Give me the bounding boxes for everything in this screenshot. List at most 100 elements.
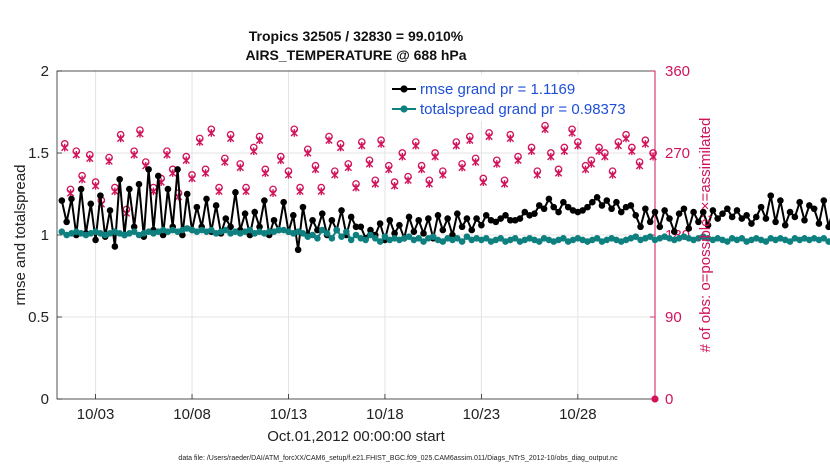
data-point: [810, 205, 818, 213]
obs-assimilated-point: [500, 180, 509, 188]
data-point: [550, 203, 558, 211]
data-point: [724, 205, 731, 213]
data-point: [714, 215, 721, 222]
data-point: [367, 226, 374, 234]
data-point: [111, 243, 119, 250]
obs-assimilated-point: [471, 158, 480, 166]
data-point: [256, 223, 263, 231]
data-point: [77, 185, 85, 193]
obs-assimilated-point: [398, 152, 406, 161]
data-point: [825, 238, 830, 245]
obs-assimilated-point: [485, 132, 493, 141]
right-tick-label: 360: [665, 63, 690, 80]
obs-assimilated-point: [72, 151, 80, 159]
data-point: [357, 223, 365, 231]
data-file-footnote: data file: /Users/raeder/DAI/ATM_forcXX/…: [178, 455, 618, 462]
obs-assimilated-point: [196, 138, 204, 146]
obs-assimilated-point: [130, 151, 138, 159]
data-point: [265, 228, 273, 236]
obs-assimilated-point: [493, 160, 501, 168]
data-point: [222, 215, 230, 222]
data-point: [656, 223, 664, 231]
series-totalspread grand pr = 0.98373: [58, 225, 830, 245]
obs-assimilated-point: [358, 141, 366, 150]
obs-assimilated-point: [404, 176, 412, 185]
obs-assimilated-point: [336, 143, 345, 152]
data-point: [815, 220, 823, 227]
data-point: [521, 208, 529, 216]
legend-rmse-label: rmse grand pr = 1.1169: [420, 81, 575, 98]
data-point: [535, 238, 543, 245]
data-point: [135, 180, 143, 188]
data-point: [453, 234, 461, 242]
data-point: [227, 223, 234, 231]
data-point: [666, 215, 673, 222]
obs-assimilated-point: [221, 158, 229, 166]
obs-assimilated-point: [458, 163, 466, 172]
data-point: [410, 228, 418, 236]
obs-assimilated-point: [431, 152, 439, 161]
data-point: [825, 223, 830, 231]
obs-assimilated-point: [78, 175, 86, 184]
data-point: [593, 234, 601, 242]
obs-zero-point: [651, 395, 659, 403]
obs-assimilated-point: [136, 130, 144, 138]
data-point: [738, 215, 746, 222]
data-point: [343, 228, 350, 236]
data-point: [396, 221, 403, 229]
obs-assimilated-point: [425, 180, 433, 188]
data-point: [434, 212, 442, 219]
obs-assimilated-point: [236, 163, 244, 172]
obs-assimilated-point: [377, 140, 385, 148]
data-point: [376, 220, 384, 227]
data-point: [752, 213, 760, 221]
chart-title: Tropics 32505 / 32830 = 99.010%: [249, 28, 464, 44]
data-point: [772, 218, 779, 226]
data-point: [439, 226, 447, 234]
data-point: [637, 223, 644, 231]
data-point: [589, 198, 596, 206]
data-point: [748, 220, 755, 227]
obs-assimilated-point: [105, 157, 113, 165]
legend: rmse grand pr = 1.1169 totalspread grand…: [388, 75, 652, 121]
data-point: [820, 234, 828, 242]
data-point: [130, 228, 138, 236]
data-point: [507, 216, 514, 224]
data-point: [724, 238, 731, 245]
y-tick-label: 0.5: [28, 309, 49, 326]
obs-assimilated-point: [479, 178, 488, 186]
data-point: [651, 208, 659, 216]
data-point: [314, 226, 321, 234]
data-point: [92, 236, 99, 244]
data-point: [97, 192, 104, 199]
obs-assimilated-point: [365, 160, 374, 168]
y-axis-label: rmse and totalspread: [12, 165, 29, 306]
obs-assimilated-point: [385, 165, 393, 174]
data-point: [391, 230, 398, 237]
obs-assimilated-point: [649, 152, 657, 161]
legend-rmse-marker: [400, 85, 408, 93]
data-point: [767, 192, 775, 199]
data-point: [314, 234, 321, 242]
obs-assimilated-point: [66, 189, 75, 197]
data-point: [290, 212, 297, 219]
data-point: [680, 205, 688, 213]
data-point: [164, 185, 172, 193]
data-point: [154, 172, 162, 180]
data-point: [545, 195, 553, 203]
obs-assimilated-point: [371, 180, 379, 188]
obs-assimilated-point: [207, 129, 216, 137]
data-point: [352, 231, 360, 239]
data-point: [130, 223, 138, 231]
data-point: [420, 230, 427, 237]
data-point: [695, 218, 702, 226]
data-point: [415, 234, 422, 242]
data-point: [458, 223, 466, 231]
obs-assimilated-point: [635, 161, 644, 170]
data-point: [338, 207, 345, 214]
data-point: [642, 205, 649, 213]
data-point: [593, 193, 601, 201]
y-tick-label: 1: [41, 227, 49, 244]
data-point: [806, 202, 813, 209]
